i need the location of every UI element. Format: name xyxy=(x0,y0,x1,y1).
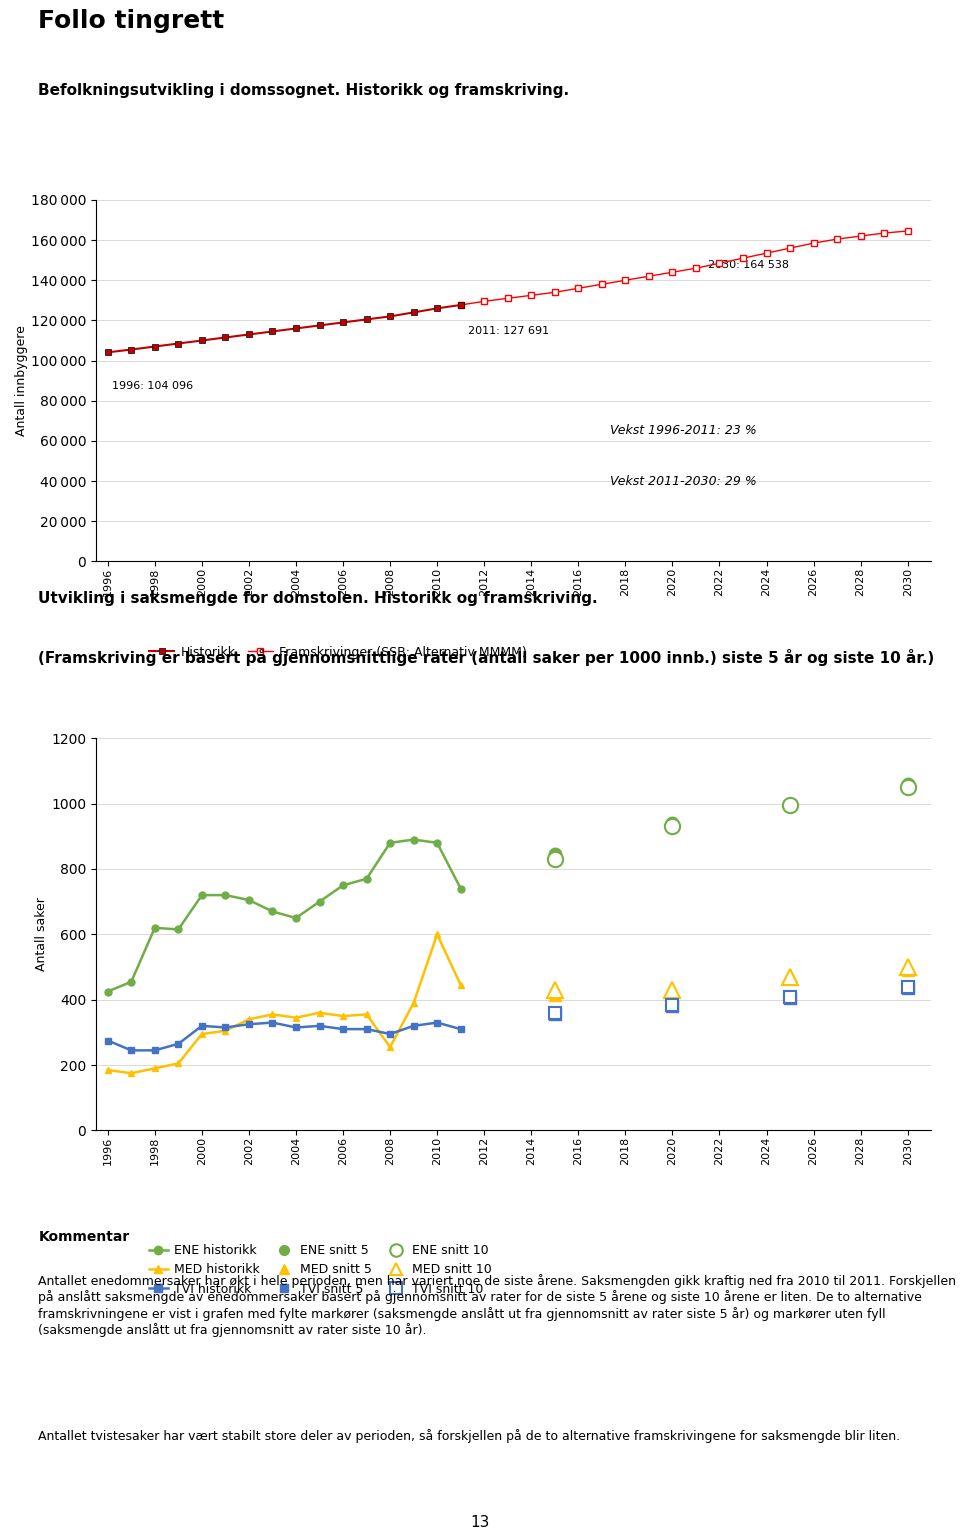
Text: Vekst 2011-2030: 29 %: Vekst 2011-2030: 29 % xyxy=(610,475,756,488)
Text: Follo tingrett: Follo tingrett xyxy=(38,9,225,34)
Y-axis label: Antall saker: Antall saker xyxy=(36,897,48,972)
Text: Befolkningsutvikling i domssognet. Historikk og framskriving.: Befolkningsutvikling i domssognet. Histo… xyxy=(38,83,569,98)
Text: (Framskriving er basert på gjennomsnittlige rater (antall saker per 1000 innb.) : (Framskriving er basert på gjennomsnittl… xyxy=(38,649,935,666)
Text: 13: 13 xyxy=(470,1515,490,1530)
Text: Utvikling i saksmengde for domstolen. Historikk og framskriving.: Utvikling i saksmengde for domstolen. Hi… xyxy=(38,591,598,606)
Y-axis label: Antall innbyggere: Antall innbyggere xyxy=(15,325,28,437)
Text: Vekst 1996-2011: 23 %: Vekst 1996-2011: 23 % xyxy=(610,424,756,437)
Text: Antallet tvistesaker har vært stabilt store deler av perioden, så forskjellen på: Antallet tvistesaker har vært stabilt st… xyxy=(38,1429,900,1443)
Legend: ENE historikk, MED historikk, TVI historikk, ENE snitt 5, MED snitt 5, TVI snitt: ENE historikk, MED historikk, TVI histor… xyxy=(144,1240,496,1301)
Text: 2030: 164 538: 2030: 164 538 xyxy=(708,260,789,271)
Legend: Historikk, Framskrivinger (SSB: Alternativ MMMM): Historikk, Framskrivinger (SSB: Alternat… xyxy=(144,640,532,663)
Text: 2011: 127 691: 2011: 127 691 xyxy=(468,326,549,337)
Text: 1996: 104 096: 1996: 104 096 xyxy=(112,380,194,391)
Text: Kommentar: Kommentar xyxy=(38,1230,130,1244)
Text: Antallet enedommersaker har økt i hele perioden, men har variert noe de siste år: Antallet enedommersaker har økt i hele p… xyxy=(38,1273,956,1337)
